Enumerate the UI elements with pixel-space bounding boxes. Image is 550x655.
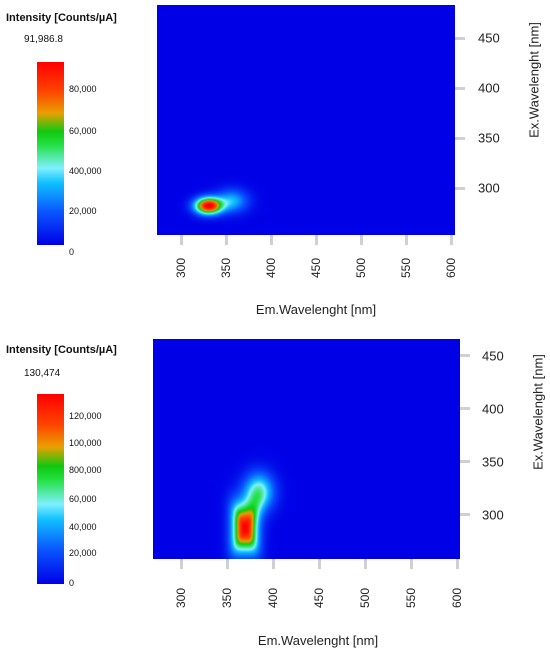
y-axis-label: Ex.Wavelenght [nm] — [530, 354, 546, 470]
x-tick-label: 350 — [220, 587, 234, 609]
y-tick-mark — [455, 37, 465, 40]
x-tick-mark — [315, 235, 318, 245]
legend-title: Intensity [Counts/µA] — [6, 344, 117, 356]
colorbar-tick: 20,000 — [69, 548, 97, 558]
y-tick-mark — [460, 460, 470, 463]
x-tick-label: 400 — [266, 587, 280, 609]
x-tick-label: 500 — [354, 257, 368, 279]
x-tick-mark — [410, 559, 413, 569]
x-tick-mark — [456, 559, 459, 569]
colorbar — [37, 62, 64, 245]
eem-chart-top: Intensity [Counts/µA] 91,986.8 80,000 60… — [0, 0, 550, 325]
y-tick-mark — [460, 513, 470, 516]
y-tick-label: 400 — [478, 80, 500, 96]
x-tick-label: 300 — [174, 587, 188, 609]
x-tick-mark — [270, 235, 273, 245]
colorbar-tick: 0 — [69, 578, 75, 588]
eem-chart-bottom: Intensity [Counts/µA] 130,474 120,000 10… — [0, 330, 550, 655]
y-tick-mark — [455, 87, 465, 90]
x-axis-label: Em.Wavelenght [nm] — [255, 302, 377, 317]
x-tick-label: 450 — [309, 257, 323, 279]
y-tick-label: 400 — [482, 401, 504, 417]
y-tick-mark — [455, 187, 465, 190]
colorbar-tick: 400,000 — [69, 166, 102, 176]
heatmap-plot-area — [157, 5, 455, 235]
colorbar-tick: 800,000 — [69, 465, 102, 475]
y-tick-mark — [460, 407, 470, 410]
x-tick-mark — [450, 235, 453, 245]
x-tick-label: 300 — [174, 257, 188, 279]
y-tick-label: 300 — [478, 180, 500, 196]
x-tick-mark — [272, 559, 275, 569]
y-tick-label: 300 — [482, 507, 504, 523]
legend-max-value: 91,986.8 — [24, 34, 63, 45]
x-tick-label: 350 — [219, 257, 233, 279]
x-axis-label: Em.Wavelenght [nm] — [257, 633, 379, 648]
x-tick-mark — [405, 235, 408, 245]
x-tick-label: 600 — [444, 257, 458, 279]
x-tick-mark — [180, 559, 183, 569]
y-tick-label: 450 — [478, 30, 500, 46]
x-tick-mark — [364, 559, 367, 569]
x-tick-mark — [318, 559, 321, 569]
colorbar-tick: 100,000 — [69, 438, 102, 448]
x-tick-label: 450 — [312, 587, 326, 609]
colorbar-tick: 60,000 — [69, 494, 97, 504]
x-tick-mark — [360, 235, 363, 245]
colorbar — [37, 394, 64, 584]
colorbar-tick: 20,000 — [69, 206, 97, 216]
colorbar-tick: 120,000 — [69, 411, 102, 421]
y-tick-mark — [455, 137, 465, 140]
colorbar-tick: 0 — [69, 247, 75, 257]
colorbar-tick: 40,000 — [69, 522, 97, 532]
x-tick-mark — [226, 559, 229, 569]
colorbar-tick: 80,000 — [69, 84, 97, 94]
y-axis-label: Ex.Wavelenght [nm] — [526, 22, 542, 138]
x-tick-label: 600 — [450, 587, 464, 609]
legend-max-value: 130,474 — [24, 368, 61, 379]
x-tick-label: 500 — [358, 587, 372, 609]
x-tick-mark — [225, 235, 228, 245]
y-tick-label: 350 — [478, 130, 500, 146]
colorbar-tick: 60,000 — [69, 126, 97, 136]
heatmap-plot-area — [153, 339, 460, 559]
y-tick-mark — [460, 354, 470, 357]
y-tick-label: 350 — [482, 454, 504, 470]
x-tick-label: 550 — [399, 257, 413, 279]
y-tick-label: 450 — [482, 348, 504, 364]
x-tick-label: 400 — [264, 257, 278, 279]
x-tick-mark — [180, 235, 183, 245]
x-tick-label: 550 — [404, 587, 418, 609]
legend-title: Intensity [Counts/µA] — [6, 12, 117, 24]
